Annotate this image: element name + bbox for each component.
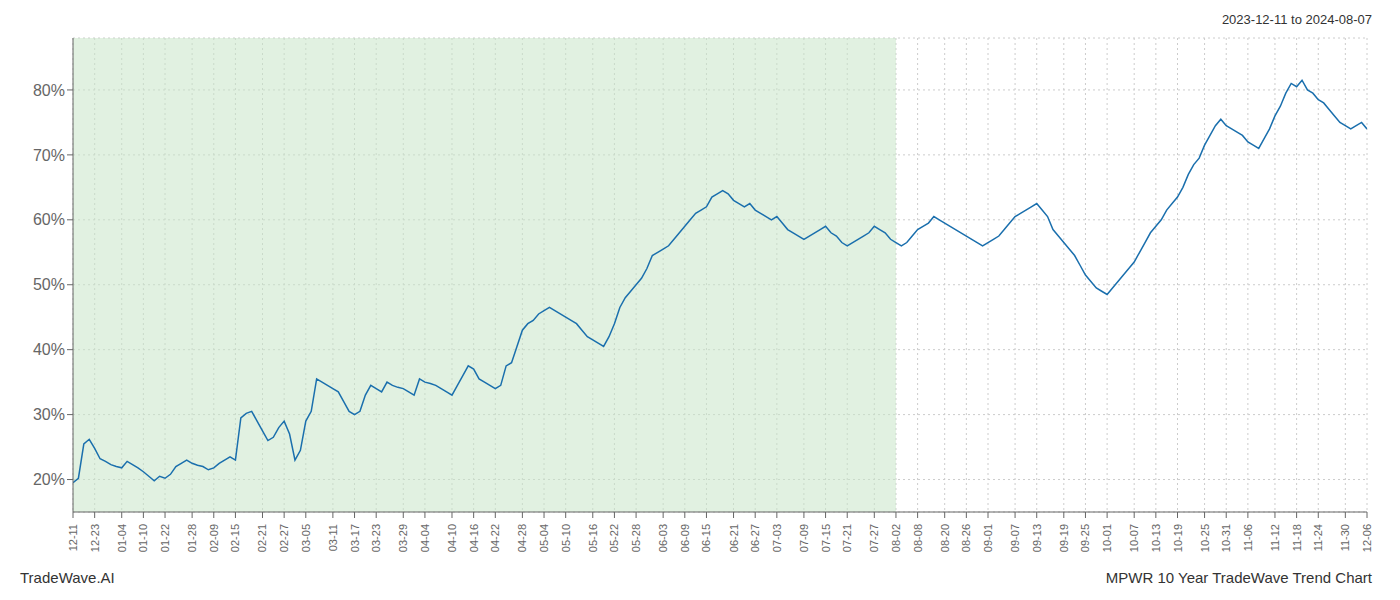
svg-text:07-21: 07-21 xyxy=(841,524,853,552)
svg-text:08-02: 08-02 xyxy=(890,524,902,552)
svg-text:08-20: 08-20 xyxy=(939,524,951,552)
html-text:2023-12-11 to 2024-08-07: 2023-12-11 to 2024-08-07 xyxy=(1221,12,1372,27)
svg-text:01-22: 01-22 xyxy=(159,524,171,552)
svg-text:10-19: 10-19 xyxy=(1172,524,1184,552)
svg-text:02-21: 02-21 xyxy=(256,524,268,552)
html-text:MPWR 10 Year TradeWave Trend C: MPWR 10 Year TradeWave Trend Chart xyxy=(1105,569,1372,586)
svg-text:06-15: 06-15 xyxy=(700,524,712,552)
svg-text:10-07: 10-07 xyxy=(1128,524,1140,552)
svg-text:03-17: 03-17 xyxy=(349,524,361,552)
svg-text:03-11: 03-11 xyxy=(327,524,339,551)
svg-text:30%: 30% xyxy=(33,406,65,423)
svg-text:11-30: 11-30 xyxy=(1339,524,1351,551)
svg-text:03-23: 03-23 xyxy=(370,524,382,552)
svg-text:06-03: 06-03 xyxy=(657,524,669,552)
svg-text:40%: 40% xyxy=(33,341,65,358)
svg-text:60%: 60% xyxy=(33,211,65,228)
svg-text:11-12: 11-12 xyxy=(1269,524,1281,551)
svg-text:05-28: 05-28 xyxy=(630,524,642,552)
svg-text:01-10: 01-10 xyxy=(137,524,149,552)
svg-text:06-09: 06-09 xyxy=(679,524,691,552)
svg-text:03-05: 03-05 xyxy=(300,524,312,552)
svg-text:10-01: 10-01 xyxy=(1101,524,1113,552)
svg-text:05-04: 05-04 xyxy=(538,524,550,552)
svg-text:05-16: 05-16 xyxy=(587,524,599,552)
svg-text:11-06: 11-06 xyxy=(1242,524,1254,551)
svg-text:07-09: 07-09 xyxy=(798,524,810,552)
svg-text:02-09: 02-09 xyxy=(208,524,220,552)
svg-text:01-28: 01-28 xyxy=(186,524,198,552)
svg-text:02-27: 02-27 xyxy=(278,524,290,552)
svg-text:01-04: 01-04 xyxy=(116,524,128,552)
svg-text:04-28: 04-28 xyxy=(516,524,528,552)
svg-text:04-04: 04-04 xyxy=(419,524,431,552)
svg-text:05-22: 05-22 xyxy=(608,524,620,552)
svg-text:12-23: 12-23 xyxy=(89,524,101,552)
svg-text:02-15: 02-15 xyxy=(229,524,241,552)
svg-text:50%: 50% xyxy=(33,276,65,293)
svg-text:03-29: 03-29 xyxy=(397,524,409,552)
svg-text:09-25: 09-25 xyxy=(1079,524,1091,552)
svg-text:08-08: 08-08 xyxy=(912,524,924,552)
svg-text:10-25: 10-25 xyxy=(1199,524,1211,552)
svg-text:12-06: 12-06 xyxy=(1361,524,1373,552)
svg-text:11-24: 11-24 xyxy=(1312,524,1324,551)
svg-text:12-11: 12-11 xyxy=(67,524,79,551)
svg-text:20%: 20% xyxy=(33,471,65,488)
svg-text:11-18: 11-18 xyxy=(1291,524,1303,551)
svg-text:09-13: 09-13 xyxy=(1031,524,1043,552)
svg-text:09-01: 09-01 xyxy=(982,524,994,552)
svg-text:09-07: 09-07 xyxy=(1009,524,1021,552)
svg-text:80%: 80% xyxy=(33,82,65,99)
svg-text:07-27: 07-27 xyxy=(868,524,880,552)
svg-text:70%: 70% xyxy=(33,147,65,164)
svg-text:09-19: 09-19 xyxy=(1058,524,1070,552)
svg-text:07-03: 07-03 xyxy=(771,524,783,552)
svg-text:06-21: 06-21 xyxy=(728,524,740,552)
svg-text:10-31: 10-31 xyxy=(1220,524,1232,552)
svg-text:04-10: 04-10 xyxy=(446,524,458,552)
svg-text:10-13: 10-13 xyxy=(1150,524,1162,552)
svg-text:05-10: 05-10 xyxy=(560,524,572,552)
svg-text:04-16: 04-16 xyxy=(468,524,480,552)
svg-text:08-26: 08-26 xyxy=(960,524,972,552)
html-text:TradeWave.AI: TradeWave.AI xyxy=(20,569,115,586)
svg-text:06-27: 06-27 xyxy=(749,524,761,552)
svg-text:07-15: 07-15 xyxy=(820,524,832,552)
svg-text:04-22: 04-22 xyxy=(489,524,501,552)
